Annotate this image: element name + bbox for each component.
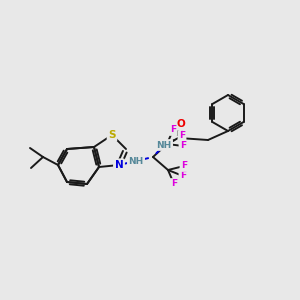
Text: O: O [177,119,185,129]
Text: NH: NH [156,140,172,149]
Text: F: F [171,179,177,188]
Text: F: F [181,161,187,170]
Text: S: S [108,130,116,140]
Text: NH: NH [128,157,144,166]
Text: N: N [115,160,123,170]
Text: F: F [180,172,186,181]
Text: F: F [170,125,176,134]
Text: F: F [180,142,186,151]
Text: F: F [179,131,185,140]
